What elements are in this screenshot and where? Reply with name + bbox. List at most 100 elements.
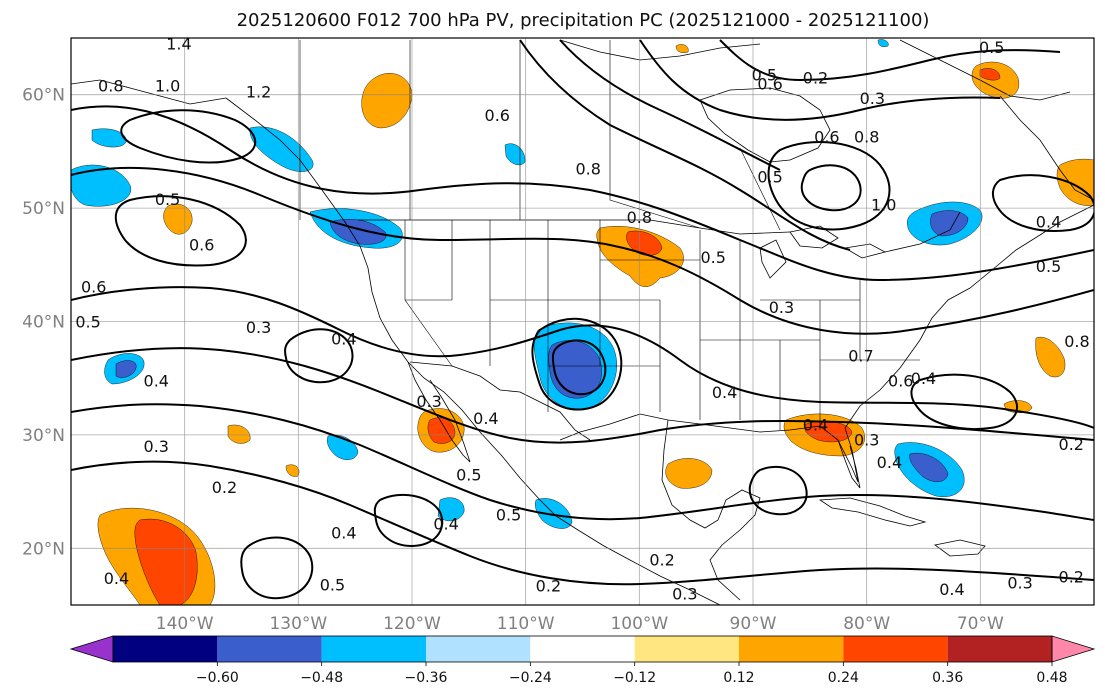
x-tick-label: 100°W xyxy=(610,614,668,634)
contour-label: 0.3 xyxy=(246,318,271,337)
cuba xyxy=(818,497,927,527)
contour-label: 0.3 xyxy=(1007,573,1032,592)
contour-label: 0.2 xyxy=(649,551,674,570)
contour-label: 0.4 xyxy=(331,330,356,349)
contour-label: 0.5 xyxy=(496,505,521,524)
contour-label: 0.7 xyxy=(848,347,873,366)
contour-label: 0.3 xyxy=(144,437,169,456)
colorbar: −0.60 −0.48 −0.36 −0.24 −0.12 0.12 0.24 0.36 0.4… xyxy=(69,635,1096,686)
colorbar-segment xyxy=(113,636,218,662)
pv-contour-line xyxy=(992,174,1094,232)
precip-anomaly-blob xyxy=(134,518,198,605)
contour-label: 0.5 xyxy=(979,38,1004,57)
chart-title: 2025120600 F012 700 hPa PV, precipitatio… xyxy=(237,10,930,31)
colorbar-tick-label: −0.48 xyxy=(300,670,343,686)
colorbar-tick-label: 0.36 xyxy=(932,670,963,686)
precip-anomaly-blob xyxy=(877,39,889,47)
pv-contour-line xyxy=(284,328,354,384)
contour-label: 1.2 xyxy=(246,82,271,101)
contour-label: 0.2 xyxy=(803,69,828,88)
contour-label: 0.4 xyxy=(803,416,828,435)
y-tick-label: 40°N xyxy=(22,313,65,333)
contour-label: 0.6 xyxy=(814,128,839,147)
colorbar-segment xyxy=(426,636,531,662)
colorbar-segment xyxy=(947,636,1052,662)
pv-contours xyxy=(71,39,1094,600)
contour-label: 0.5 xyxy=(1036,257,1061,276)
colorbar-tick-label: −0.60 xyxy=(196,670,239,686)
contour-label: 0.3 xyxy=(769,298,794,317)
precip-anomaly-blob xyxy=(596,226,684,287)
colorbar-tick-label: −0.36 xyxy=(405,670,448,686)
precip-anomaly-blob xyxy=(1056,158,1094,206)
contour-label: 0.5 xyxy=(456,466,481,485)
contour-label: 0.2 xyxy=(536,577,561,596)
contour-label: 0.4 xyxy=(911,369,936,388)
contour-label: 0.5 xyxy=(155,190,180,209)
y-tick-label: 50°N xyxy=(22,199,65,219)
pv-contour-line xyxy=(71,460,1094,586)
colorbar-tick-label: −0.12 xyxy=(613,670,656,686)
colorbar-tick-label: 0.48 xyxy=(1036,670,1067,686)
coastlines-and-borders xyxy=(71,39,1094,605)
contour-label: 0.5 xyxy=(752,65,777,84)
x-tick-label: 140°W xyxy=(156,614,214,634)
contour-label: 0.4 xyxy=(1036,213,1061,232)
precip-anomaly-blob xyxy=(930,210,969,237)
us-mexico-border xyxy=(409,361,591,441)
pv-contour-line xyxy=(71,105,1094,282)
x-tick-label: 90°W xyxy=(730,614,777,634)
x-tick-label: 120°W xyxy=(383,614,441,634)
contour-label: 0.4 xyxy=(877,453,902,472)
pv-contour-line xyxy=(719,39,1061,82)
pv-contour-line xyxy=(519,39,851,251)
x-axis-ticks: 140°W 130°W 120°W 110°W 100°W 90°W 80°W 70°W xyxy=(156,614,1004,634)
us-canada-border xyxy=(358,211,961,253)
y-tick-label: 30°N xyxy=(22,426,65,446)
pv-contour-line xyxy=(120,109,257,164)
canada-province-lines xyxy=(299,40,781,231)
contour-label: 0.3 xyxy=(854,430,879,449)
colorbar-segment xyxy=(321,636,426,662)
map-panel: 1.40.8 1.0 1.20.50.60.60.50.40.30.20.40.50… xyxy=(70,35,1095,606)
contour-labels: 1.40.8 1.0 1.20.50.60.60.50.40.30.20.40.50… xyxy=(75,35,1089,604)
hispaniola xyxy=(934,539,986,557)
pv-contour-line xyxy=(71,166,1094,335)
precipitation-anomaly-fill xyxy=(71,39,1094,605)
contour-label: 0.4 xyxy=(144,371,169,390)
colorbar-extend-min xyxy=(69,635,114,663)
contour-label: 0.4 xyxy=(712,383,737,402)
gridlines xyxy=(71,38,1094,605)
pv-contour-line xyxy=(748,465,808,516)
contour-label: 0.2 xyxy=(1059,568,1084,587)
contour-label: 0.8 xyxy=(575,159,600,178)
gulf-coast xyxy=(559,204,1094,483)
x-tick-label: 110°W xyxy=(497,614,555,634)
colorbar-frame xyxy=(112,635,1053,663)
contour-label: 0.4 xyxy=(473,409,498,428)
contour-label: 0.6 xyxy=(189,235,214,254)
precip-anomaly-blob xyxy=(227,424,251,444)
contour-label: 0.6 xyxy=(888,371,913,390)
colorbar-segment xyxy=(843,636,948,662)
contour-label: 1.4 xyxy=(166,35,191,54)
pv-contour-line xyxy=(639,39,1001,121)
precip-anomaly-blob xyxy=(909,452,949,482)
contour-label: 0.4 xyxy=(104,569,129,588)
contour-label: 0.4 xyxy=(939,580,964,599)
colorbar-segment xyxy=(217,636,322,662)
contour-label: 0.4 xyxy=(331,523,356,542)
colorbar-extend-max xyxy=(1051,635,1096,663)
pv-contour-line xyxy=(71,403,1094,521)
precip-anomaly-blob xyxy=(979,68,1001,81)
colorbar-tick-label: 0.12 xyxy=(723,670,754,686)
precip-anomaly-blob xyxy=(1035,336,1066,378)
contour-label: 0.2 xyxy=(212,478,237,497)
y-tick-label: 20°N xyxy=(22,539,65,559)
us-state-lines xyxy=(404,220,920,430)
pv-contour-line xyxy=(531,317,623,411)
pv-contour-line xyxy=(373,493,444,548)
hudson-bay xyxy=(699,87,831,163)
colorbar-tick-label: −0.24 xyxy=(509,670,552,686)
